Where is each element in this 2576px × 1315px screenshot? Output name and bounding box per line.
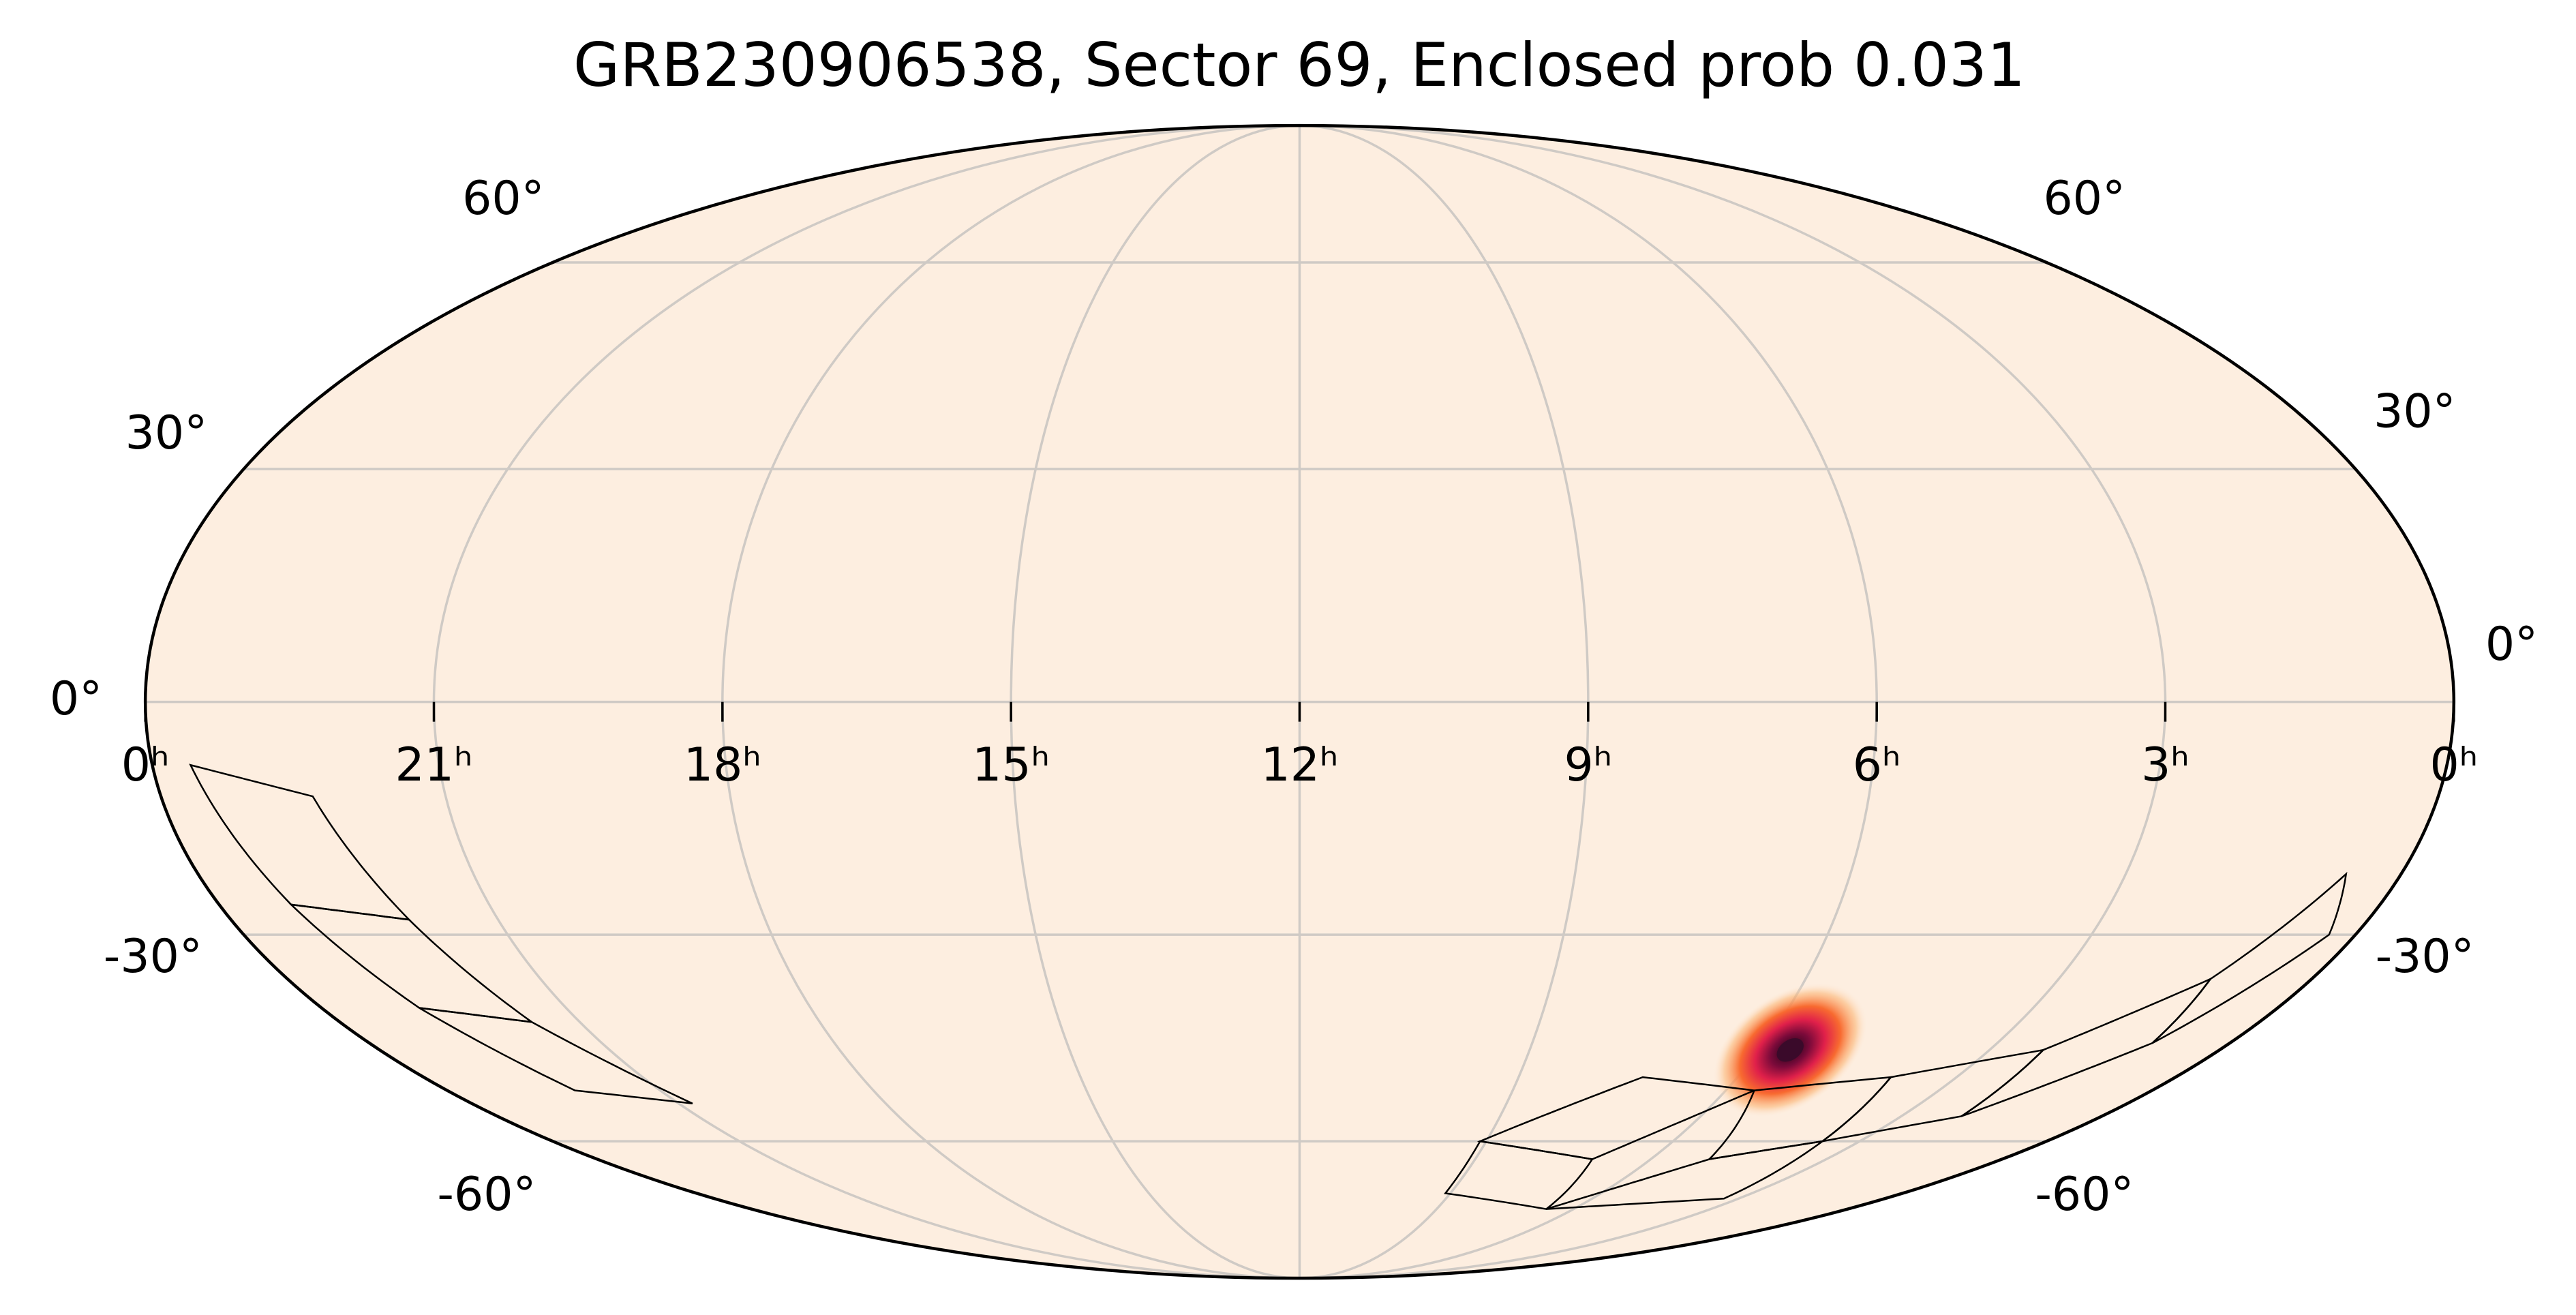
y-tick-label-left: -60°: [437, 1168, 536, 1222]
x-tick-label: 15ʰ: [972, 738, 1050, 792]
y-tick-label-left: 60°: [462, 172, 545, 226]
y-tick-label-left: -30°: [104, 930, 202, 984]
chart-title: GRB230906538, Sector 69, Enclosed prob 0…: [573, 30, 2025, 100]
y-tick-label-right: -60°: [2035, 1168, 2134, 1222]
x-tick-label: 18ʰ: [684, 738, 761, 792]
x-tick-label: 3ʰ: [2141, 738, 2189, 792]
y-tick-label-left: 0°: [50, 672, 102, 726]
x-tick-label: 21ʰ: [395, 738, 472, 792]
x-tick-label: 9ʰ: [1564, 738, 1612, 792]
x-tick-label: 6ʰ: [1853, 738, 1901, 792]
x-tick-label: 0ʰ: [121, 738, 170, 792]
y-tick-label-right: -30°: [2376, 930, 2474, 984]
x-tick-label: 12ʰ: [1260, 738, 1338, 792]
y-tick-label-right: 30°: [2374, 385, 2456, 439]
x-tick-label: 0ʰ: [2429, 738, 2478, 792]
sky-outline: [143, 123, 2456, 1280]
footprint-tile: [2151, 871, 2348, 1044]
y-tick-label-left: 30°: [125, 406, 208, 460]
footprint-tile: [1444, 1140, 1594, 1210]
footprint-tile: [419, 1007, 693, 1104]
y-tick-label-right: 0°: [2485, 618, 2538, 671]
hotspot-core: [1776, 1038, 1804, 1062]
y-tick-label-right: 60°: [2043, 172, 2125, 226]
